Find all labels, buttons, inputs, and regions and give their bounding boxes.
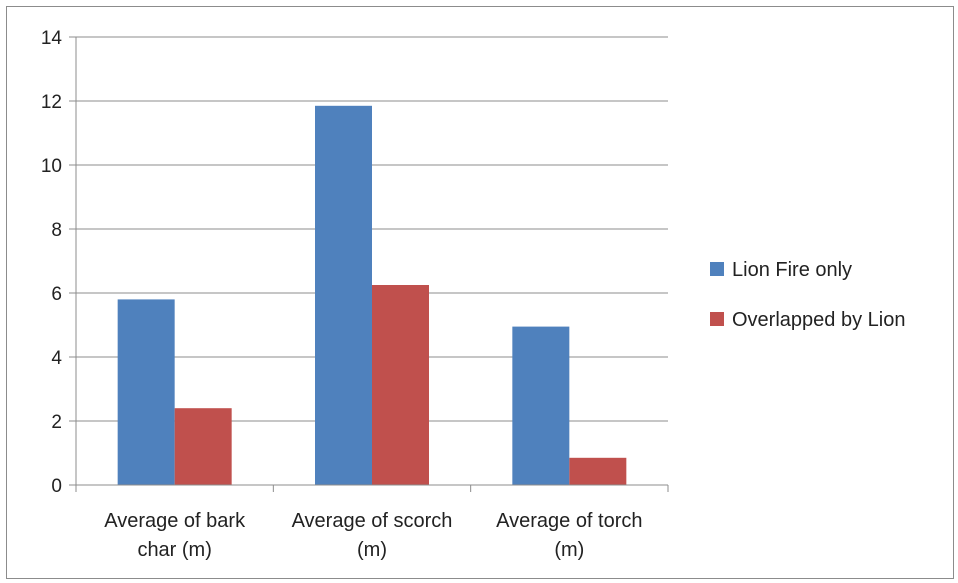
bars	[117, 105, 627, 486]
axes	[75, 37, 669, 492]
y-tick-label: 2	[51, 412, 62, 433]
x-category-label: Average of torch	[496, 510, 642, 532]
bar-lion-fire-only-1	[315, 105, 372, 486]
x-category-label: (m)	[554, 539, 584, 561]
y-axis-ticks: 0 2 4 6 8 10 12 14	[41, 28, 76, 497]
bar-overlapped-by-lion-0	[174, 408, 232, 485]
legend-label: Lion Fire only	[732, 259, 852, 281]
y-tick-label: 14	[41, 28, 63, 49]
legend-label: Overlapped by Lion	[732, 309, 905, 331]
bar-overlapped-by-lion-2	[569, 457, 627, 485]
legend-swatch	[710, 262, 724, 276]
y-tick-label: 6	[51, 284, 62, 305]
y-tick-label: 0	[51, 476, 62, 497]
bar-lion-fire-only-2	[512, 326, 570, 485]
bar-overlapped-by-lion-1	[372, 285, 429, 485]
legend: Lion Fire only Overlapped by Lion	[710, 259, 905, 331]
bar-lion-fire-only-0	[117, 299, 175, 485]
legend-swatch	[710, 312, 724, 326]
y-tick-label: 10	[41, 156, 62, 177]
y-tick-label: 8	[51, 220, 62, 241]
x-category-label: Average of bark	[104, 510, 246, 532]
y-tick-label: 12	[41, 92, 62, 113]
x-axis-labels: Average of bark char (m) Average of scorch…	[104, 510, 642, 561]
x-category-label: Average of scorch	[292, 510, 453, 532]
x-category-label: (m)	[357, 539, 387, 561]
y-tick-label: 4	[51, 348, 62, 369]
x-category-label: char (m)	[137, 539, 211, 561]
